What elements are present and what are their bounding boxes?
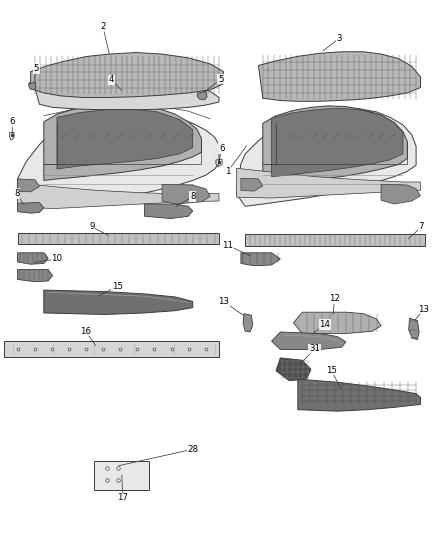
- Text: 9: 9: [89, 222, 95, 231]
- Polygon shape: [381, 184, 420, 204]
- Polygon shape: [245, 234, 425, 246]
- Polygon shape: [18, 183, 219, 208]
- Polygon shape: [272, 332, 346, 350]
- Polygon shape: [276, 358, 311, 381]
- Polygon shape: [18, 270, 53, 282]
- Polygon shape: [409, 318, 419, 340]
- Text: 13: 13: [418, 305, 430, 313]
- Text: 2: 2: [100, 22, 106, 31]
- Polygon shape: [145, 204, 193, 219]
- Polygon shape: [4, 341, 219, 357]
- Text: 13: 13: [218, 297, 229, 306]
- Text: 16: 16: [80, 327, 91, 336]
- Polygon shape: [18, 203, 44, 213]
- Polygon shape: [18, 233, 219, 245]
- Text: 10: 10: [51, 254, 63, 263]
- Polygon shape: [263, 106, 407, 185]
- Polygon shape: [31, 53, 223, 98]
- Polygon shape: [272, 108, 403, 176]
- Polygon shape: [44, 290, 193, 314]
- Text: 5: 5: [218, 75, 223, 84]
- Text: 4: 4: [109, 76, 114, 84]
- Text: 8: 8: [190, 192, 195, 201]
- Polygon shape: [293, 312, 381, 334]
- Text: 12: 12: [329, 294, 340, 303]
- Polygon shape: [243, 314, 253, 332]
- Polygon shape: [57, 109, 193, 169]
- Polygon shape: [18, 179, 39, 192]
- Polygon shape: [28, 82, 36, 90]
- Polygon shape: [258, 52, 420, 101]
- Text: 5: 5: [34, 64, 39, 73]
- Polygon shape: [237, 168, 420, 198]
- Text: 8: 8: [14, 189, 19, 198]
- Text: 15: 15: [112, 282, 123, 291]
- Text: 6: 6: [10, 117, 15, 126]
- Polygon shape: [18, 253, 48, 264]
- Text: 3: 3: [337, 34, 342, 43]
- Polygon shape: [298, 379, 420, 411]
- Polygon shape: [35, 80, 219, 110]
- Polygon shape: [197, 91, 207, 100]
- Polygon shape: [162, 184, 210, 204]
- Text: 28: 28: [187, 445, 198, 454]
- Text: 11: 11: [222, 241, 233, 249]
- Text: 17: 17: [117, 494, 128, 503]
- Text: 6: 6: [219, 144, 224, 153]
- Text: 1: 1: [225, 167, 230, 176]
- Polygon shape: [44, 104, 201, 181]
- Polygon shape: [18, 110, 219, 208]
- Polygon shape: [241, 178, 263, 191]
- Text: 7: 7: [419, 222, 424, 231]
- Polygon shape: [94, 461, 149, 490]
- Text: 14: 14: [319, 320, 331, 329]
- Polygon shape: [237, 109, 416, 206]
- Text: 31: 31: [309, 344, 320, 353]
- Polygon shape: [241, 253, 280, 266]
- Text: 15: 15: [325, 366, 337, 375]
